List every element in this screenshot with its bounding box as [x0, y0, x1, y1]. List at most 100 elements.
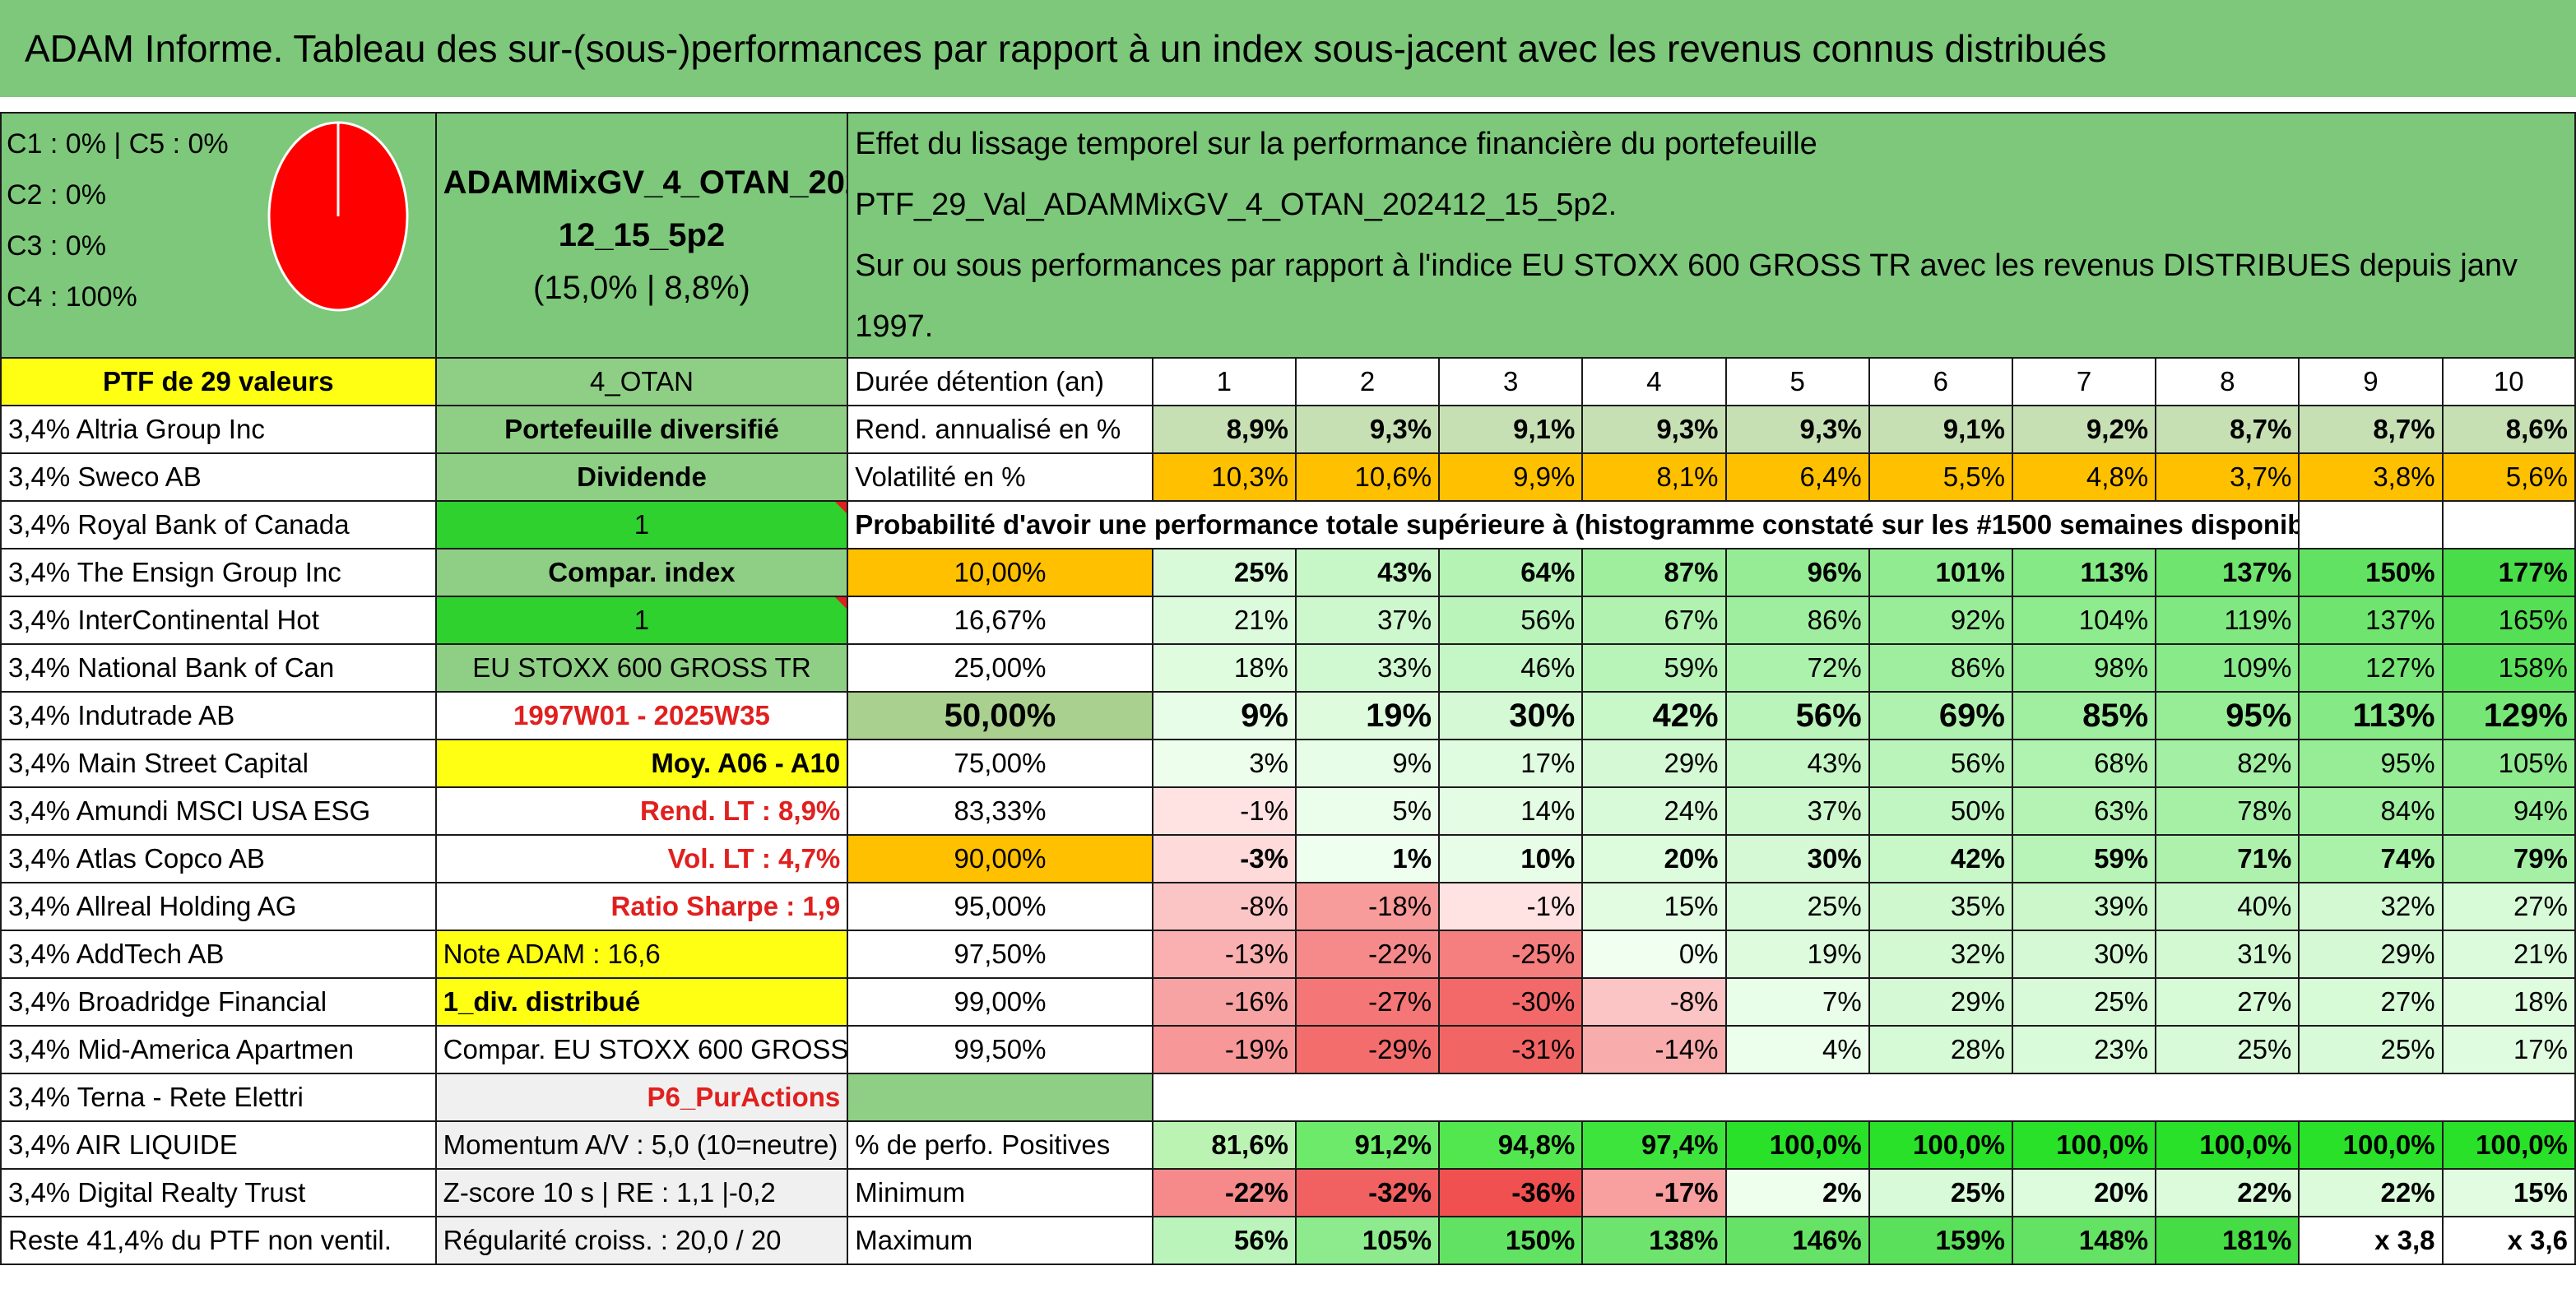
performance-cell: 113% — [2011, 548, 2157, 597]
holding-name: 3,4% Indutrade AB — [0, 691, 437, 740]
positives-value: 97,4% — [1581, 1120, 1727, 1170]
performance-cell: 63% — [2011, 786, 2157, 836]
performance-cell: 105% — [2441, 739, 2576, 788]
performance-cell: 25% — [1724, 882, 1870, 931]
maximum-value: 105% — [1294, 1216, 1441, 1265]
probability-level: 50,00% — [847, 691, 1153, 740]
performance-cell: 67% — [1581, 596, 1727, 645]
proba-title: Probabilité d'avoir une performance tota… — [847, 500, 2300, 549]
performance-cell: 50% — [1868, 786, 2013, 836]
minimum-value: 15% — [2441, 1168, 2576, 1217]
minimum-value: -22% — [1151, 1168, 1297, 1217]
performance-cell: 42% — [1868, 834, 2013, 883]
rend-value: 8,7% — [2155, 405, 2300, 454]
info-cell: Portefeuille diversifié — [434, 405, 849, 454]
maximum-value: x 3,8 — [2298, 1216, 2444, 1265]
holding-name: 3,4% Broadridge Financial — [0, 977, 437, 1027]
performance-cell: 42% — [1581, 691, 1727, 740]
performance-cell: 27% — [2155, 977, 2300, 1027]
year-header: 1 — [1151, 357, 1297, 406]
performance-cell: 10% — [1438, 834, 1584, 883]
year-header: 6 — [1868, 357, 2013, 406]
info-cell: Rend. LT : 8,9% — [434, 786, 849, 836]
info-cell: Moy. A06 - A10 — [434, 739, 849, 788]
performance-cell: 15% — [1581, 882, 1727, 931]
holding-name: 3,4% The Ensign Group Inc — [0, 548, 437, 597]
performance-cell: -14% — [1581, 1025, 1727, 1074]
performance-cell: 56% — [1868, 739, 2013, 788]
performance-cell: -13% — [1151, 930, 1297, 979]
maximum-value: 56% — [1151, 1216, 1297, 1265]
vol-value: 8,1% — [1581, 452, 1727, 502]
holding-name: 3,4% National Bank of Can — [0, 643, 437, 693]
performance-cell: 59% — [2011, 834, 2157, 883]
performance-cell: 72% — [1724, 643, 1870, 693]
performance-cell: -29% — [1294, 1025, 1441, 1074]
performance-cell: 109% — [2155, 643, 2300, 693]
probability-level: 97,50% — [847, 930, 1153, 979]
positives-value: 100,0% — [1724, 1120, 1870, 1170]
performance-cell: 113% — [2298, 691, 2444, 740]
vol-value: 10,3% — [1151, 452, 1297, 502]
performance-cell: 30% — [2011, 930, 2157, 979]
info-cell: Compar. index — [434, 548, 849, 597]
positives-value: 91,2% — [1294, 1120, 1441, 1170]
probability-level: 90,00% — [847, 834, 1153, 883]
holding-name: 3,4% InterContinental Hot — [0, 596, 437, 645]
performance-cell: 33% — [1294, 643, 1441, 693]
vol-value: 5,6% — [2441, 452, 2576, 502]
performance-cell: 32% — [2298, 882, 2444, 931]
rend-value: 8,6% — [2441, 405, 2576, 454]
rend-label: Rend. annualisé en % — [847, 405, 1153, 454]
portfolio-name: ADAMMixGV_4_OTAN_2024 12_15_5p2 (15,0% |… — [434, 112, 849, 359]
performance-cell: 21% — [2441, 930, 2576, 979]
holding-name: 3,4% AIR LIQUIDE — [0, 1120, 437, 1170]
holding-name: 3,4% AddTech AB — [0, 930, 437, 979]
holding-name: 3,4% Digital Realty Trust — [0, 1168, 437, 1217]
probability-level: 95,00% — [847, 882, 1153, 931]
holding-name: Reste 41,4% du PTF non ventil. — [0, 1216, 437, 1265]
performance-cell: 79% — [2441, 834, 2576, 883]
performance-cell: 18% — [1151, 643, 1297, 693]
holding-name: 3,4% Altria Group Inc — [0, 405, 437, 454]
maximum-value: 146% — [1724, 1216, 1870, 1265]
holding-name: 3,4% Atlas Copco AB — [0, 834, 437, 883]
performance-cell: 14% — [1438, 786, 1584, 836]
year-header: 2 — [1294, 357, 1441, 406]
performance-cell: 4% — [1724, 1025, 1870, 1074]
year-header: 5 — [1724, 357, 1870, 406]
performance-cell: 96% — [1724, 548, 1870, 597]
info-cell: 1_div. distribué — [434, 977, 849, 1027]
performance-cell: 69% — [1868, 691, 2013, 740]
vol-value: 6,4% — [1724, 452, 1870, 502]
performance-cell: 64% — [1438, 548, 1584, 597]
performance-cell: 24% — [1581, 786, 1727, 836]
rend-value: 9,1% — [1438, 405, 1584, 454]
minimum-value: 25% — [1868, 1168, 2013, 1217]
minimum-value: 20% — [2011, 1168, 2157, 1217]
rend-value: 9,1% — [1868, 405, 2013, 454]
empty-cell — [2298, 500, 2444, 549]
year-header: 10 — [2441, 357, 2576, 406]
rend-value: 9,3% — [1724, 405, 1870, 454]
allocation-pie — [267, 121, 409, 312]
minimum-value: -36% — [1438, 1168, 1584, 1217]
holding-name: 3,4% Terna - Rete Elettri — [0, 1073, 437, 1122]
year-header: 9 — [2298, 357, 2444, 406]
performance-cell: 31% — [2155, 930, 2300, 979]
performance-cell: 28% — [1868, 1025, 2013, 1074]
performance-cell: 17% — [2441, 1025, 2576, 1074]
report-title: ADAM Informe. Tableau des sur-(sous-)per… — [0, 0, 2576, 97]
performance-cell: 5% — [1294, 786, 1441, 836]
performance-cell: 0% — [1581, 930, 1727, 979]
performance-cell: 29% — [1868, 977, 2013, 1027]
performance-cell: 56% — [1724, 691, 1870, 740]
probability-level: 10,00% — [847, 548, 1153, 597]
class-line: C2 : 0% — [7, 179, 106, 211]
maximum-label: Maximum — [847, 1216, 1153, 1265]
performance-cell: 9% — [1294, 739, 1441, 788]
vol-value: 3,7% — [2155, 452, 2300, 502]
info-cell: Compar. EU STOXX 600 GROSS TR — [434, 1025, 849, 1074]
performance-cell: 39% — [2011, 882, 2157, 931]
performance-cell: 158% — [2441, 643, 2576, 693]
